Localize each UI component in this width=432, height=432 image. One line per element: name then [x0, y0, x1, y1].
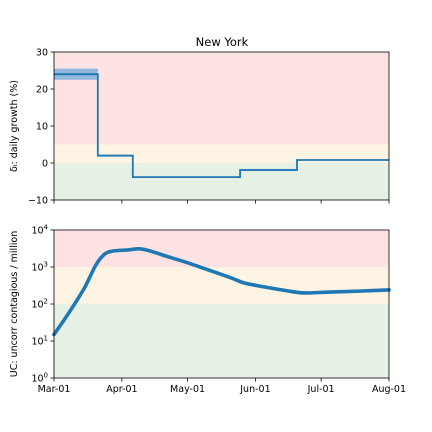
growth-y-ticks: −10 0 10 20 30 [28, 48, 54, 207]
y-tick-label: 30 [36, 48, 48, 59]
growth-x-ticks [53, 200, 390, 204]
growth-bands [54, 52, 389, 200]
contagious-y-ticks: 100 101 102 103 104 [31, 224, 54, 385]
y-tick-label: 103 [31, 261, 48, 274]
contagious-line [52, 246, 391, 337]
band-orange [54, 267, 389, 304]
y-tick-label: 101 [31, 335, 48, 348]
band-red [54, 52, 389, 145]
y-tick-label: −10 [28, 196, 48, 207]
x-tick-label: Jul-01 [307, 384, 335, 395]
contagious-bands [54, 230, 389, 378]
contagious-series [52, 246, 391, 337]
contagious-y-axis-label: UC: uncorr contagious / million [9, 231, 20, 378]
band-orange [54, 144, 389, 163]
contagious-x-ticks: Mar-01 Apr-01 May-01 Jun-01 Jul-01 Aug-01 [38, 378, 406, 395]
y-tick-label: 0 [42, 159, 48, 170]
y-tick-label: 20 [36, 85, 48, 96]
x-tick-label: Apr-01 [106, 384, 137, 395]
y-tick-label: 104 [31, 224, 48, 237]
band-green [54, 163, 389, 200]
y-tick-label: 10 [36, 122, 48, 133]
contagious-panel: 100 101 102 103 104 Mar-01 Apr-01 May-01 Jun-01… [9, 224, 406, 396]
band-green [54, 304, 389, 378]
chart-title: New York [196, 35, 249, 49]
y-tick-label: 100 [31, 372, 48, 385]
growth-panel: −10 0 10 20 30 New York δᵢ: daily growth (%) [9, 35, 390, 207]
x-tick-label: Aug-01 [372, 384, 406, 395]
growth-y-axis-label: δᵢ: daily growth (%) [9, 80, 20, 172]
growth-series [54, 73, 389, 178]
band-red [54, 230, 389, 267]
growth-step-line [54, 73, 389, 178]
x-tick-label: May-01 [170, 384, 205, 395]
x-tick-label: Mar-01 [38, 384, 71, 395]
y-tick-label: 102 [31, 298, 48, 311]
x-tick-label: Jun-01 [239, 384, 270, 395]
